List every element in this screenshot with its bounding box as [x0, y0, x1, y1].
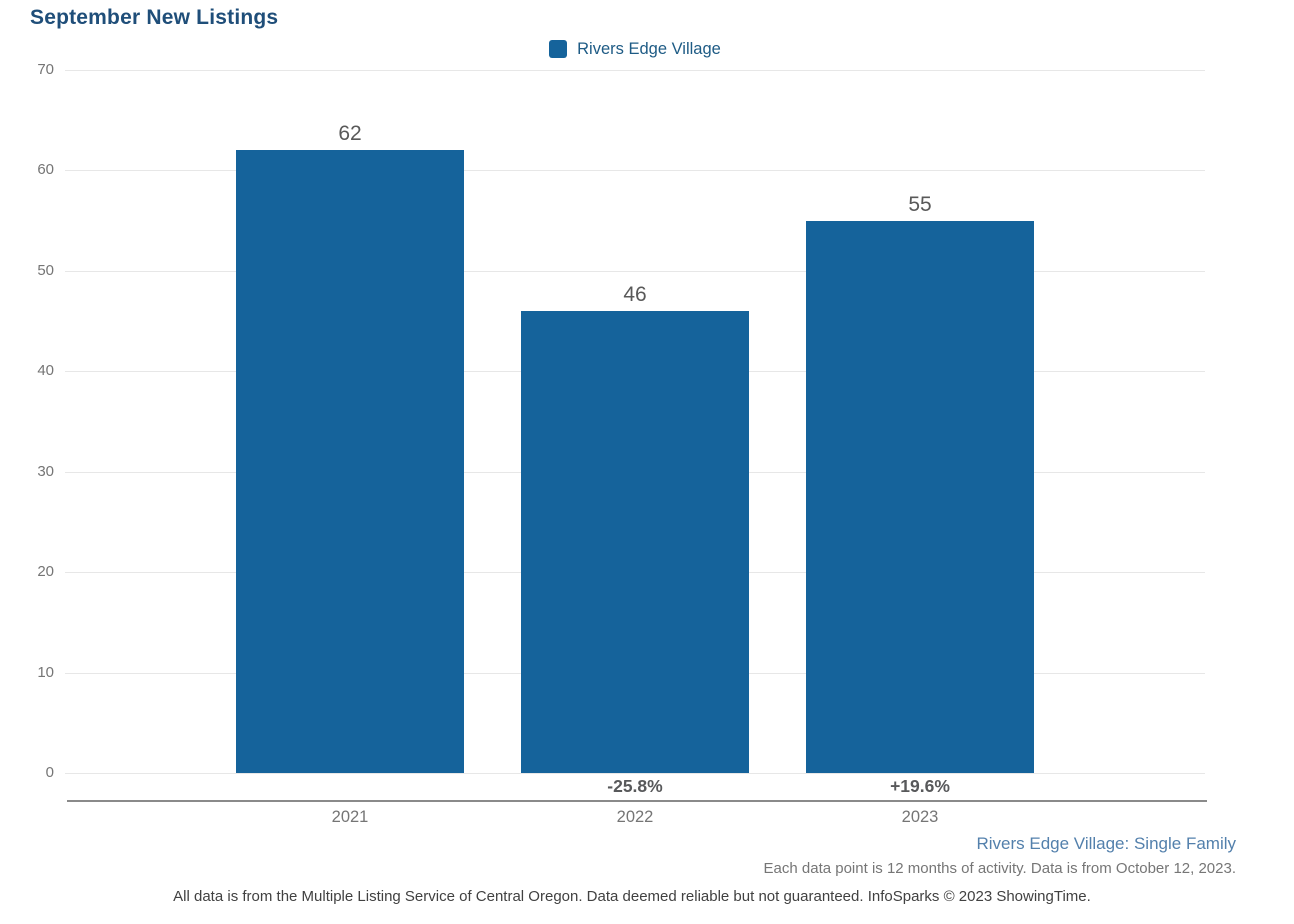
x-axis-labels: 2021 2022 2023	[65, 808, 1205, 830]
bar-2022[interactable]	[521, 311, 749, 773]
gridline	[65, 270, 1205, 272]
legend-item-rivers-edge-village[interactable]: Rivers Edge Village	[549, 40, 721, 59]
y-tick-label: 30	[37, 462, 54, 480]
x-tick-label: 2023	[901, 808, 939, 826]
gridline	[65, 170, 1205, 172]
pct-change-row: -25.8% +19.6%	[65, 774, 1205, 799]
legend-swatch-icon	[549, 40, 568, 58]
y-tick-label: 50	[37, 261, 54, 279]
y-axis-labels: 0 10 20 30 40 50 60 70	[0, 61, 54, 781]
bar-2021[interactable]	[236, 150, 464, 773]
y-tick-label: 10	[37, 663, 54, 681]
chart-title: September New Listings	[30, 6, 279, 29]
plot-area: 62 46 55	[65, 70, 1205, 774]
x-tick-label: 2021	[331, 808, 369, 826]
bar-2023[interactable]	[806, 220, 1034, 773]
footnote-disclaimer: All data is from the Multiple Listing Se…	[173, 888, 1091, 905]
y-tick-label: 40	[37, 362, 54, 380]
legend: Rivers Edge Village	[65, 38, 1205, 60]
x-axis-line	[67, 800, 1207, 802]
y-tick-label: 70	[37, 61, 54, 78]
y-tick-label: 60	[37, 161, 54, 179]
legend-label: Rivers Edge Village	[577, 39, 721, 58]
footnote-data-source-date: Each data point is 12 months of activity…	[763, 860, 1236, 877]
y-tick-label: 20	[37, 563, 54, 581]
bar-value-label: 46	[623, 283, 647, 307]
bar-value-label: 55	[908, 192, 932, 216]
pct-change-label: +19.6%	[890, 776, 950, 796]
pct-change-label: -25.8%	[607, 776, 663, 796]
y-tick-label: 0	[45, 764, 54, 781]
gridline	[65, 773, 1205, 774]
footnote-series-description: Rivers Edge Village: Single Family	[976, 834, 1236, 853]
gridline	[65, 70, 1205, 71]
bar-value-label: 62	[338, 122, 362, 146]
x-tick-label: 2022	[616, 808, 654, 826]
